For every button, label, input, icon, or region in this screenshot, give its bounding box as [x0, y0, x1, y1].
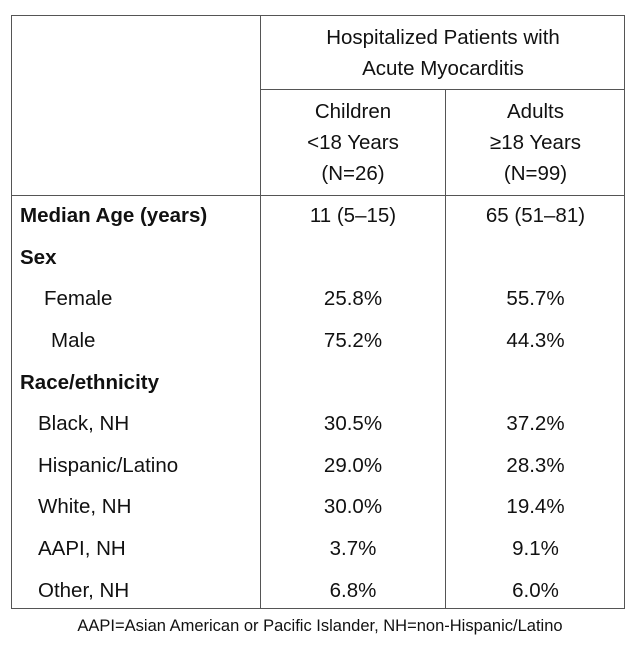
column-divider-label: [260, 15, 261, 609]
children-header-line2: <18 Years: [307, 131, 399, 154]
children-value: 3.7%: [329, 537, 377, 560]
adults-value: 44.3%: [506, 329, 565, 352]
row-label: Black, NH: [38, 412, 130, 435]
row-label: AAPI, NH: [38, 537, 126, 560]
adults-value: 28.3%: [506, 454, 565, 477]
adults-header-line1: Adults: [507, 100, 564, 123]
children-value: 11 (5–15): [309, 204, 397, 227]
row-label: Female: [44, 287, 113, 310]
group-title-line1: Hospitalized Patients with: [326, 26, 560, 49]
children-header-line3: (N=26): [321, 162, 385, 185]
row-label: Hispanic/Latino: [38, 454, 179, 477]
adults-value: 37.2%: [506, 412, 565, 435]
adults-header-line3: (N=99): [503, 162, 568, 185]
group-title-line2: Acute Myocarditis: [362, 57, 524, 80]
adults-value: 6.0%: [512, 579, 559, 602]
table-footnote: AAPI=Asian American or Pacific Islander,…: [77, 617, 563, 635]
adults-value: 55.7%: [506, 287, 565, 310]
children-value: 75.2%: [323, 329, 383, 352]
adults-value: 9.1%: [512, 537, 559, 560]
children-value: 30.0%: [323, 495, 383, 518]
children-header-line1: Children: [314, 100, 392, 123]
header-rule-bottom: [11, 195, 625, 196]
column-divider-groups: [445, 90, 446, 609]
adults-value: 19.4%: [506, 495, 565, 518]
children-value: 6.8%: [329, 579, 377, 602]
row-label: Male: [51, 329, 96, 352]
row-label: Other, NH: [38, 579, 130, 602]
row-label: White, NH: [38, 495, 132, 518]
row-label: Race/ethnicity: [20, 371, 159, 394]
children-value: 30.5%: [323, 412, 383, 435]
group-title: Hospitalized Patients with Acute Myocard…: [261, 22, 625, 84]
row-label: Median Age (years): [20, 204, 208, 227]
children-value: 29.0%: [323, 454, 383, 477]
adults-value: 65 (51–81): [485, 204, 586, 227]
row-label: Sex: [20, 246, 57, 269]
header-rule-group: [260, 89, 625, 90]
children-value: 25.8%: [323, 287, 383, 310]
table-border: [11, 15, 625, 609]
adults-header-line2: ≥18 Years: [489, 131, 582, 154]
column-header-adults: Adults ≥18 Years (N=99): [446, 96, 625, 189]
column-header-children: Children <18 Years (N=26): [261, 96, 445, 189]
